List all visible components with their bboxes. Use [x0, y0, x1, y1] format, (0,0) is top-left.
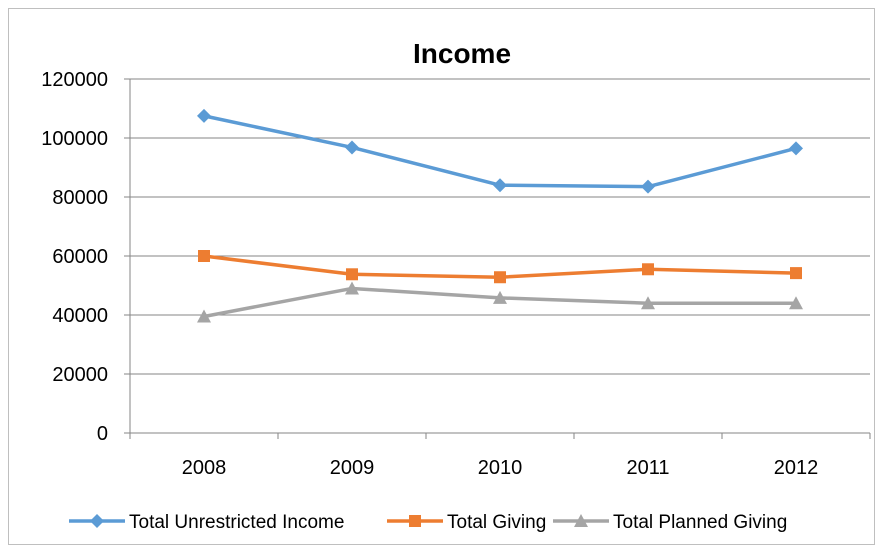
y-tick-label: 120000 [41, 69, 108, 91]
legend-label: Total Planned Giving [613, 512, 787, 533]
data-point [493, 178, 507, 193]
y-tick-label: 100000 [41, 128, 108, 150]
y-tick-label: 20000 [52, 364, 108, 386]
legend-marker [574, 514, 588, 527]
data-point [789, 141, 803, 156]
data-point [345, 140, 359, 155]
data-point [345, 281, 359, 295]
series-line [203, 114, 797, 189]
data-point [641, 296, 655, 310]
series-0 [197, 108, 803, 194]
legend-item-2: Total Planned Giving [553, 512, 787, 533]
data-point [641, 179, 655, 194]
data-point [197, 309, 211, 323]
y-tick-label: 0 [97, 423, 108, 445]
data-point [789, 296, 803, 310]
legend-marker [90, 514, 104, 528]
legend-marker [409, 515, 421, 527]
gridlines [130, 78, 870, 375]
chart-title: Income [413, 38, 511, 69]
axes: 0 20000 40000 60000 80000 100000 120000 2008 200… [41, 69, 871, 479]
x-tick-label: 2009 [330, 457, 375, 479]
x-tick-label: 2010 [478, 457, 523, 479]
legend-label: Total Giving [447, 512, 546, 533]
data-point [494, 271, 506, 284]
data-point [493, 290, 507, 304]
data-point [642, 263, 654, 276]
y-tick-label: 80000 [52, 187, 108, 209]
data-point [790, 267, 802, 280]
data-point [198, 250, 210, 262]
data-point [346, 268, 358, 281]
y-tick-label: 40000 [52, 305, 108, 327]
data-point [197, 108, 211, 123]
x-tick-label: 2011 [626, 457, 669, 479]
legend-item-1: Total Giving [387, 512, 546, 533]
x-tick-label: 2012 [774, 457, 819, 479]
series-2 [197, 281, 803, 323]
series-layer [197, 108, 803, 323]
legend-label: Total Unrestricted Income [129, 512, 344, 533]
legend-item-0: Total Unrestricted Income [69, 512, 344, 533]
x-tick-label: 2008 [182, 457, 227, 479]
legend: Total Unrestricted Income Total Giving Tot… [69, 512, 787, 533]
y-tick-label: 60000 [52, 246, 108, 268]
series-1 [198, 250, 802, 284]
